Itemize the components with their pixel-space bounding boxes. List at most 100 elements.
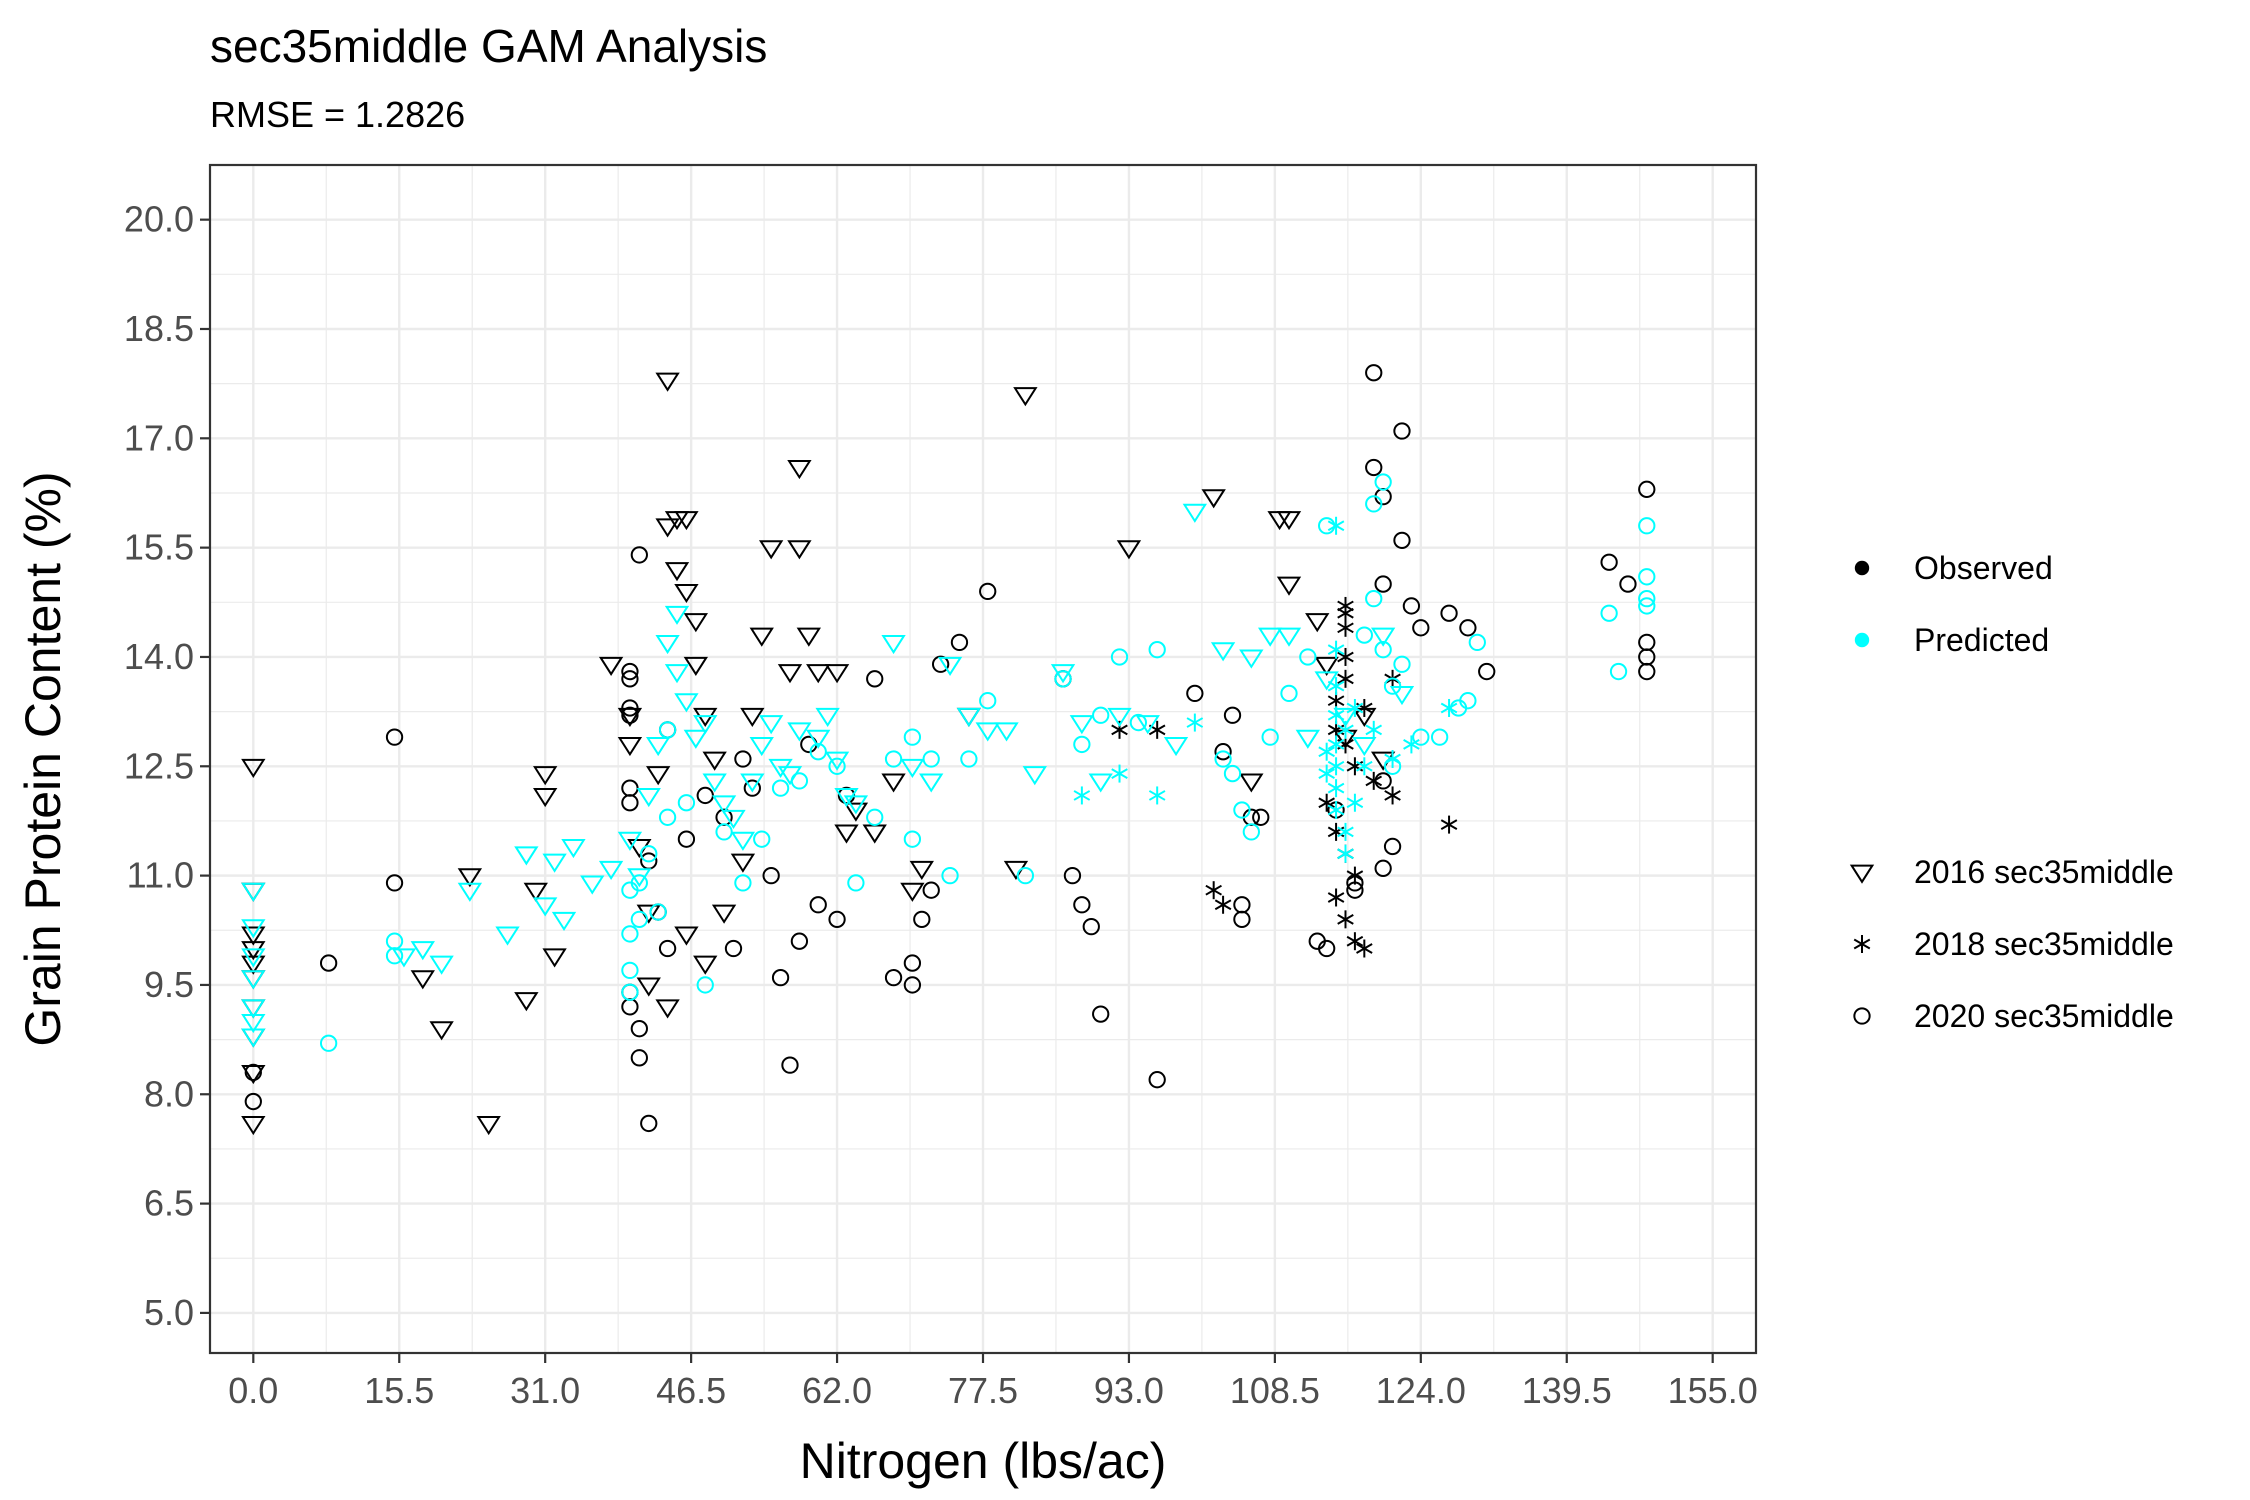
observed-circle-point	[244, 1063, 262, 1082]
observed-triangle-down-point	[683, 613, 709, 633]
observed-asterisk-point	[1356, 939, 1373, 958]
predicted-triangle-down-point	[1389, 685, 1415, 706]
observed-asterisk-point	[1346, 932, 1364, 951]
predicted-triangle-down-point	[241, 1013, 266, 1034]
x-tick-label: 124.0	[1376, 1370, 1466, 1411]
observed-triangle-down-point	[693, 955, 718, 975]
observed-triangle-down-point	[749, 627, 774, 647]
data-points	[241, 364, 1656, 1136]
predicted-circle-point	[677, 794, 696, 812]
predicted-circle-point	[649, 903, 667, 921]
observed-triangle-down-point	[1305, 613, 1330, 633]
x-tick-label: 155.0	[1668, 1370, 1758, 1411]
observed-asterisk-point	[1337, 669, 1354, 688]
observed-circle-point	[1440, 604, 1458, 622]
predicted-circle-point	[1242, 823, 1260, 841]
y-tick-label: 12.5	[124, 745, 194, 786]
observed-circle-point	[1186, 684, 1204, 703]
predicted-asterisk-point	[1327, 677, 1345, 696]
observed-triangle-down-point	[824, 664, 850, 684]
observed-circle-point	[658, 939, 677, 958]
observed-circle-point	[621, 662, 639, 681]
x-axis: 0.0 15.5 31.0 46.5 62.0 77.5 93.0 108.5 124.0 139…	[228, 1353, 1758, 1411]
predicted-asterisk-point	[1318, 742, 1335, 761]
predicted-triangle-down-point	[664, 664, 690, 684]
observed-triangle-down-point	[1013, 387, 1038, 407]
observed-asterisk-point	[1384, 786, 1401, 805]
predicted-triangle-down-point	[598, 860, 624, 881]
legend-label: 2018 sec35middle	[1914, 926, 2174, 962]
predicted-circle-point	[1365, 495, 1383, 513]
predicted-circle-point	[884, 750, 903, 768]
observed-triangle-down-point	[1276, 511, 1302, 531]
observed-triangle-down-point	[655, 999, 680, 1019]
observed-circle-point	[1393, 422, 1411, 440]
predicted-circle-point	[1365, 590, 1383, 608]
predicted-triangle-down-point	[241, 882, 266, 902]
x-tick-label: 139.5	[1522, 1370, 1612, 1411]
predicted-triangle-down-point	[937, 656, 963, 676]
observed-triangle-down-point	[711, 904, 737, 924]
observed-circle-point	[950, 633, 969, 652]
predicted-triangle-down-point	[636, 788, 661, 808]
observed-triangle-down-point	[533, 766, 558, 786]
observed-circle-point	[1092, 1005, 1110, 1023]
predicted-circle-point	[1299, 648, 1317, 666]
observed-circle-point	[621, 670, 639, 688]
observed-triangle-down-point	[834, 824, 859, 844]
observed-circle-point	[913, 910, 931, 928]
observed-triangle-down-point	[655, 518, 680, 538]
observed-asterisk-point	[1337, 618, 1354, 637]
observed-circle-point	[319, 954, 338, 972]
observed-circle-point	[385, 874, 404, 892]
predicted-circle-point	[809, 743, 827, 761]
observed-triangle-down-point	[674, 926, 699, 946]
predicted-triangle-down-point	[1107, 707, 1132, 727]
predicted-circle-point	[1016, 866, 1035, 885]
predicted-asterisk-point	[1346, 698, 1364, 717]
observed-circle-point	[724, 939, 743, 958]
y-tick-label: 11.0	[127, 855, 194, 896]
observed-circle-point	[1365, 458, 1383, 477]
legend-label: Predicted	[1914, 622, 2049, 658]
legend-label: 2020 sec35middle	[1914, 998, 2174, 1034]
predicted-triangle-down-point	[551, 911, 577, 932]
predicted-triangle-down-point	[806, 729, 831, 749]
predicted-triangle-down-point	[1210, 642, 1236, 662]
observed-triangle-down-point	[674, 583, 699, 604]
predicted-circle-point	[1073, 735, 1091, 754]
x-axis-title: Nitrogen (lbs/ac)	[800, 1433, 1167, 1489]
predicted-circle-point	[696, 976, 714, 994]
observed-triangle-down-point	[636, 977, 661, 997]
predicted-triangle-down-point	[241, 1028, 266, 1048]
observed-circle-point	[762, 866, 780, 885]
legend-key-circle	[1853, 1007, 1871, 1025]
predicted-circle-point	[847, 874, 865, 892]
predicted-circle-point	[1054, 670, 1072, 688]
predicted-circle-point	[1383, 677, 1402, 695]
predicted-triangle-down-point	[900, 758, 925, 778]
y-tick-label: 8.0	[144, 1073, 194, 1114]
x-tick-label: 15.5	[364, 1370, 434, 1411]
y-tick-label: 5.0	[144, 1292, 194, 1333]
observed-triangle-down-point	[900, 882, 925, 902]
observed-circle-point	[1073, 896, 1091, 914]
predicted-circle-point	[1092, 706, 1110, 724]
predicted-asterisk-point	[1365, 720, 1383, 739]
predicted-triangle-down-point	[241, 919, 266, 939]
observed-circle-point	[884, 969, 903, 987]
observed-circle-point	[1318, 939, 1336, 958]
observed-circle-point	[1223, 706, 1242, 724]
predicted-circle-point	[1214, 750, 1232, 768]
observed-triangle-down-point	[617, 707, 643, 727]
predicted-circle-point	[1638, 590, 1656, 608]
predicted-triangle-down-point	[975, 722, 1000, 742]
predicted-triangle-down-point	[241, 970, 266, 990]
predicted-triangle-down-point	[495, 926, 520, 946]
predicted-triangle-down-point	[1022, 766, 1047, 786]
observed-triangle-down-point	[909, 860, 934, 881]
observed-circle-point	[1600, 553, 1618, 571]
observed-asterisk-point	[1327, 888, 1345, 907]
observed-circle-point	[621, 794, 639, 812]
